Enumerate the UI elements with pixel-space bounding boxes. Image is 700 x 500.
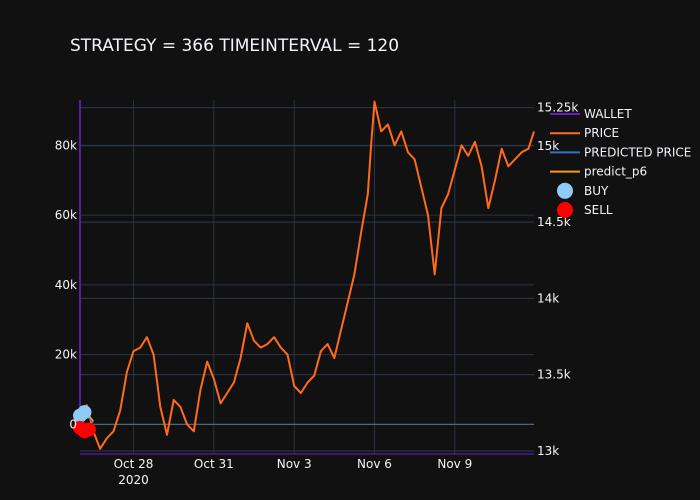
legend-label-predict-p6: predict_p6 <box>584 165 647 179</box>
x-tick-label: Nov 9 <box>437 457 472 471</box>
x-tick-label: Oct 28 <box>114 457 154 471</box>
legend-label-price: PRICE <box>584 126 619 140</box>
x-tick-sublabel: 2020 <box>118 473 149 487</box>
axes: Oct 28 2020 Oct 31 Nov 3 Nov 6 Nov 9 0 20k 40k 60… <box>55 101 579 487</box>
y-left-tick-label: 20k <box>55 348 77 362</box>
chart-title: STRATEGY = 366 TIMEINTERVAL = 120 <box>70 36 399 56</box>
y-right-tick-label: 13k <box>537 444 559 458</box>
y-left-tick-label: 60k <box>55 208 77 222</box>
y-right-tick-label: 14k <box>537 291 559 305</box>
legend-item-buy[interactable]: BUY <box>557 182 609 199</box>
series-line-price <box>79 100 535 450</box>
legend-item-predict-p6[interactable]: predict_p6 <box>550 165 647 179</box>
marker-buy <box>77 405 92 420</box>
x-tick-label: Nov 6 <box>357 457 392 471</box>
legend-item-price[interactable]: PRICE <box>550 126 619 140</box>
legend-item-wallet[interactable]: WALLET <box>550 107 632 121</box>
legend-label-buy: BUY <box>584 184 609 198</box>
legend-swatch-buy <box>557 182 573 199</box>
legend-swatch-sell <box>557 202 573 218</box>
y-left-tick-label: 0 <box>69 417 77 431</box>
x-tick-label: Oct 31 <box>194 457 234 471</box>
y-right-tick-label: 14.5k <box>537 215 571 229</box>
y-left-tick-label: 80k <box>55 138 77 152</box>
legend-label-predicted-price: PREDICTED PRICE <box>584 145 691 159</box>
y-left-tick-label: 40k <box>55 278 77 292</box>
legend[interactable]: WALLET PRICE PREDICTED PRICE predict_p6 BUY S… <box>550 107 691 218</box>
legend-item-sell[interactable]: SELL <box>557 202 613 218</box>
marker-sell <box>81 422 96 437</box>
y-right-tick-label: 15.25k <box>537 101 578 115</box>
legend-item-predicted-price[interactable]: PREDICTED PRICE <box>550 145 691 159</box>
legend-label-wallet: WALLET <box>584 107 632 121</box>
x-tick-label: Nov 3 <box>277 457 312 471</box>
plot-area <box>73 100 535 450</box>
y-right-tick-label: 15k <box>537 139 559 153</box>
y-right-tick-label: 13.5k <box>537 368 571 382</box>
legend-label-sell: SELL <box>584 203 613 217</box>
